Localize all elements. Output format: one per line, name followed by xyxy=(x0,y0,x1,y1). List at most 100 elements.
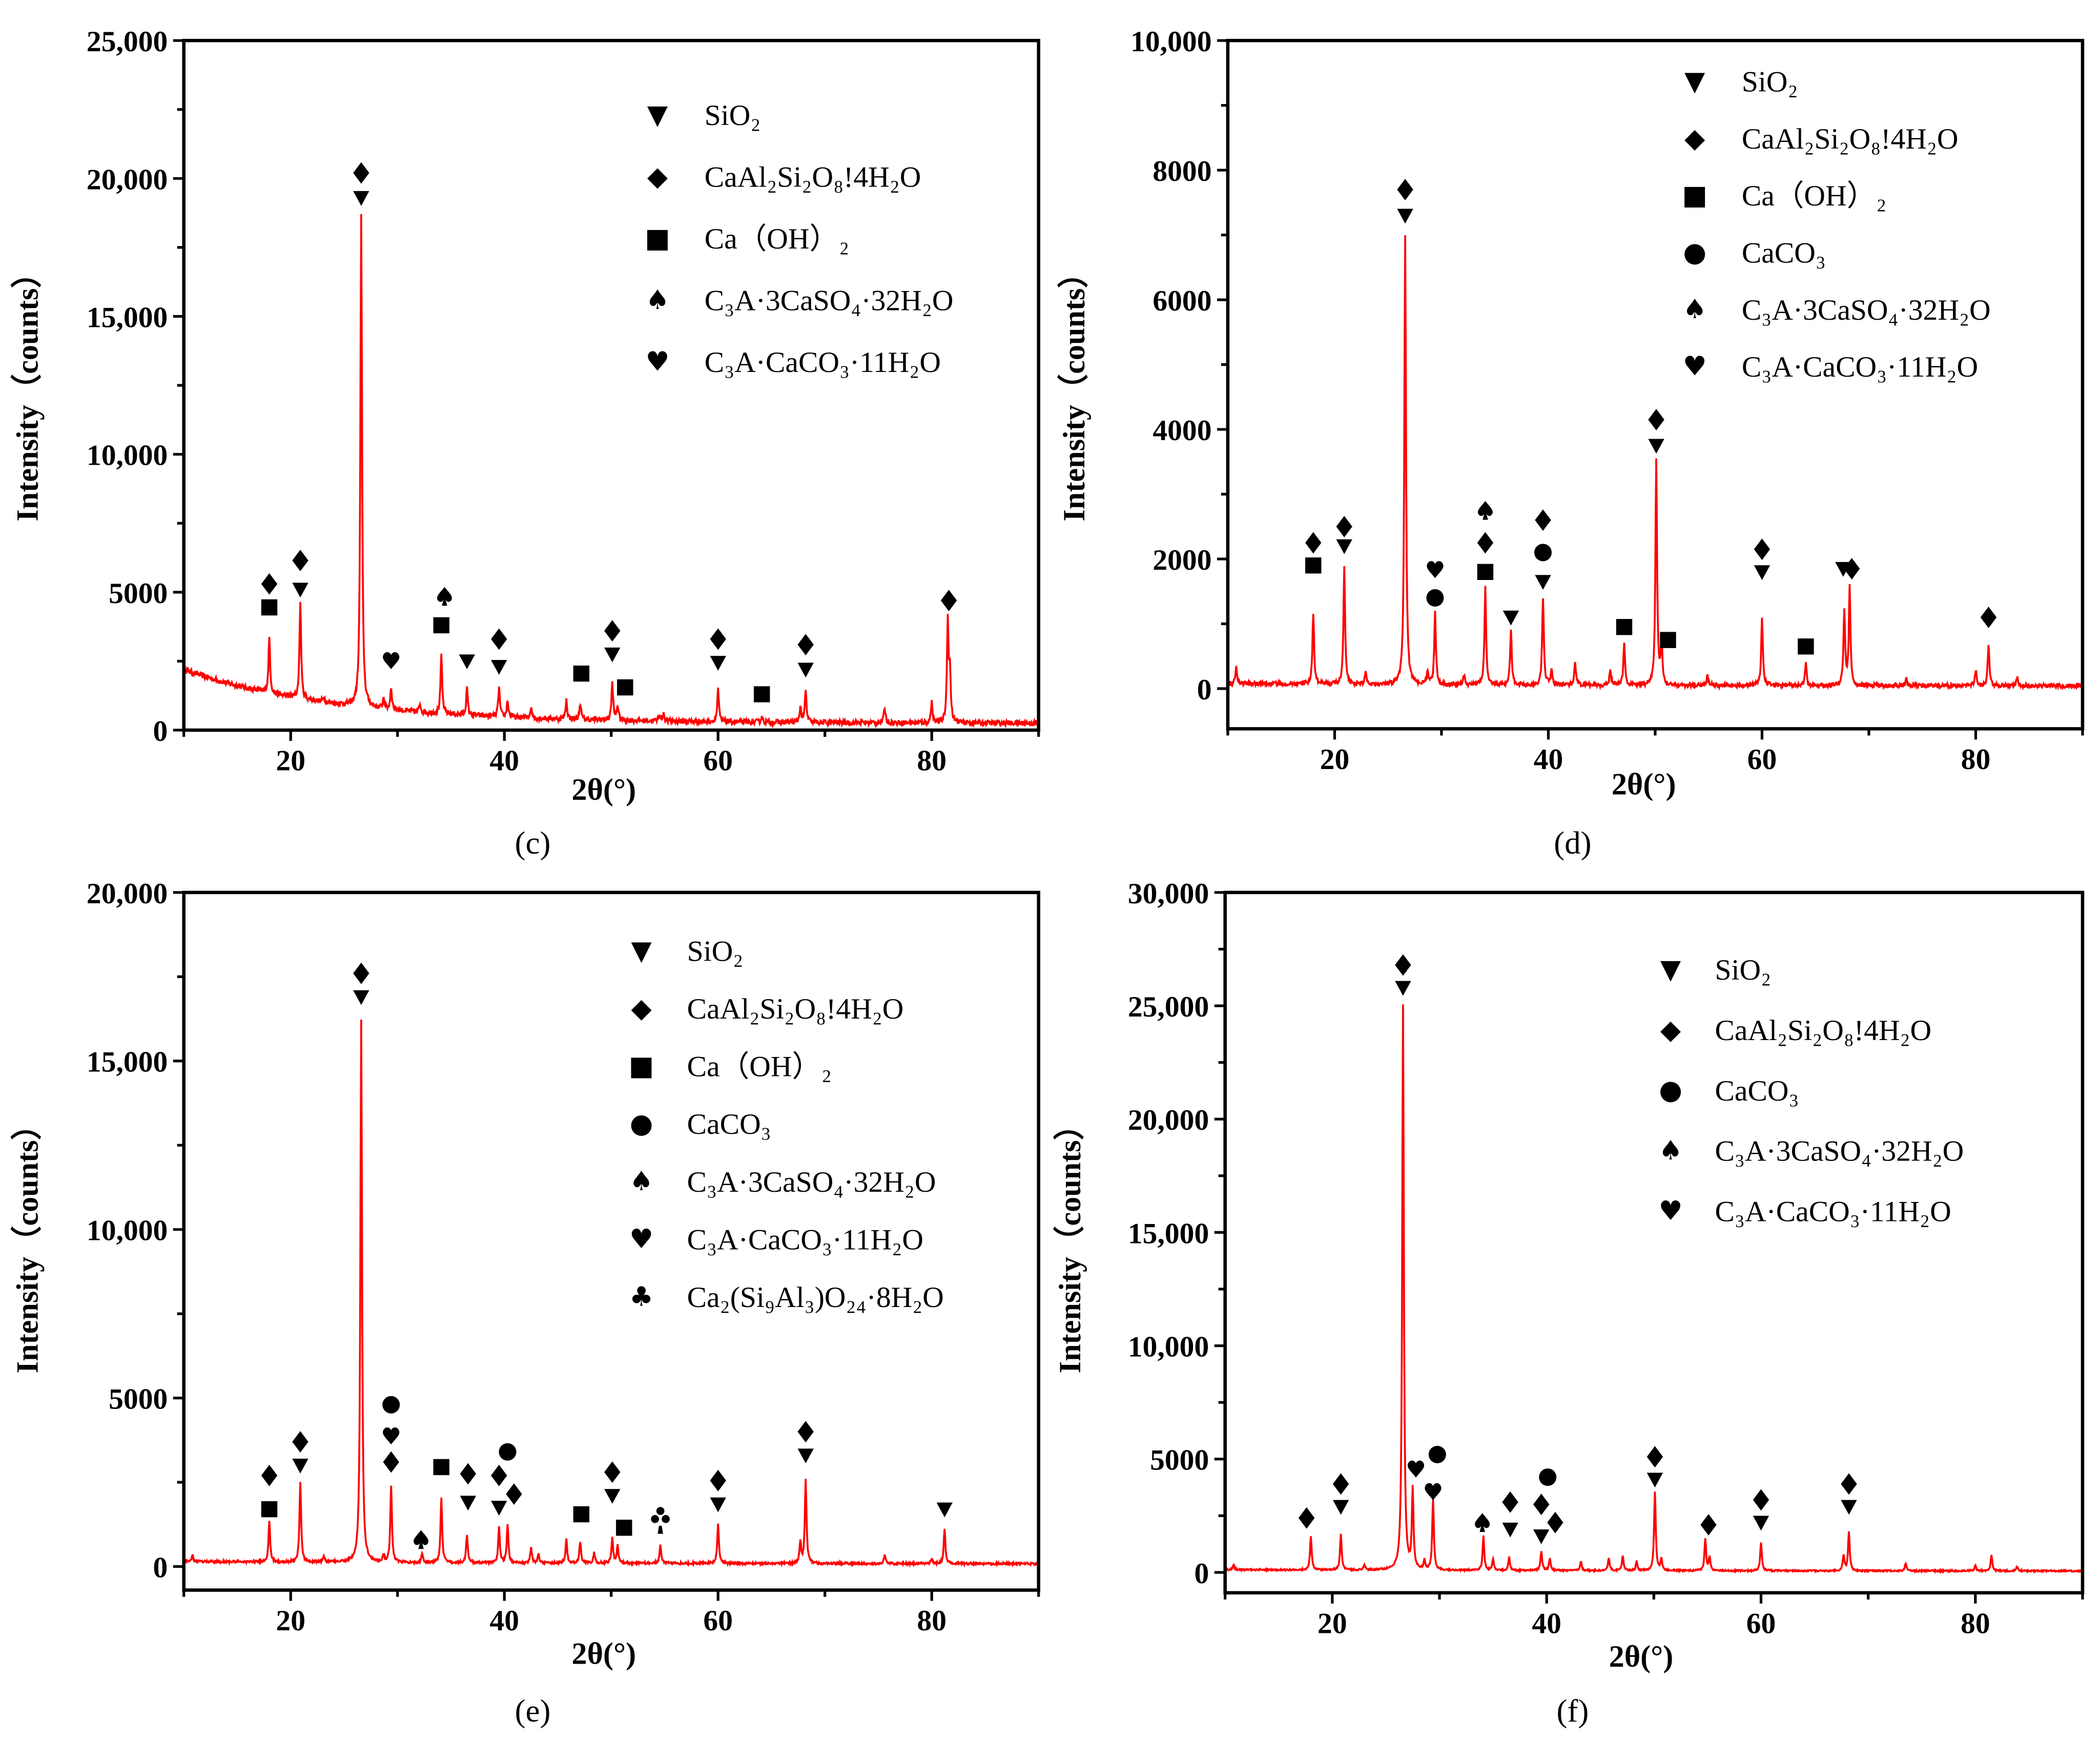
phase-marker-caco3-icon xyxy=(1428,1445,1446,1463)
y-tick-label: 15,000 xyxy=(87,301,168,334)
y-tick-label: 30,000 xyxy=(1128,878,1209,910)
legend-entry-label: CaCO₃ xyxy=(1742,237,1826,269)
y-tick-label: 5000 xyxy=(1150,1444,1209,1477)
panel-label: (f) xyxy=(1557,1693,1589,1729)
phase-marker-anorthite-icon xyxy=(1648,409,1664,431)
legend-entry-label: Ca₂(Si₉Al₃)O₂₄·8H₂O xyxy=(687,1281,944,1314)
phase-marker-caoh2-icon xyxy=(1660,632,1676,648)
x-tick-label: 80 xyxy=(917,745,946,777)
x-tick-label: 80 xyxy=(1961,743,1991,776)
legend-carboaluminate-icon: ♥ xyxy=(1683,350,1707,382)
phase-marker-anorthite-icon xyxy=(1336,515,1352,537)
legend-ettringite-icon: ♠ xyxy=(1683,294,1707,325)
chart-panel-c: 20 40 60 80 0 5000 10,000 15,000 20,000 25,000 2θ(… xyxy=(10,26,1041,861)
legend-entry-label: C₃A·3CaSO₄·32H₂O xyxy=(1715,1135,1964,1168)
xrd-pattern-line xyxy=(183,1020,1040,1568)
legend-anorthite-icon: ◆ xyxy=(631,992,652,1024)
y-axis-label: Intensity（counts） xyxy=(10,257,45,521)
legend: ▼ SiO₂ ◆ CaAl₂Si₂O₈!4H₂O ■ Ca（OH）₂ ♠ C₃A·3CaSO₄… xyxy=(645,99,953,378)
legend-caco3-icon: ● xyxy=(1683,237,1706,268)
legend: ▼ SiO₂ ◆ CaAl₂Si₂O₈!4H₂O ■ Ca（OH）₂ ● CaCO₃ ♠ C₃A·… xyxy=(629,935,944,1314)
phase-marker-anorthite-icon xyxy=(1843,558,1860,579)
panel-label: (d) xyxy=(1554,825,1591,861)
phase-marker-caco3-icon xyxy=(499,1443,517,1461)
legend-entry-label: C₃A·CaCO₃·11H₂O xyxy=(687,1223,923,1256)
phase-marker-carboaluminate-icon xyxy=(1425,1483,1442,1501)
phase-marker-caoh2-icon xyxy=(573,1506,590,1523)
phase-marker-sio2-icon xyxy=(604,1489,621,1504)
phase-marker-anorthite-icon xyxy=(1754,538,1770,560)
chart-panel-d: 20 40 60 80 0 2000 4000 6000 8000 10,000 2θ(°) Inte… xyxy=(1057,26,2085,861)
phase-marker-anorthite-icon xyxy=(710,1469,726,1491)
phase-marker-caco3-icon xyxy=(1539,1468,1557,1486)
phase-marker-anorthite-icon xyxy=(940,590,957,611)
legend-entry-label: CaCO₃ xyxy=(1715,1075,1799,1107)
x-axis-label: 2θ(°) xyxy=(1612,768,1676,802)
x-axis-label: 2θ(°) xyxy=(571,1637,636,1671)
chart-panel-f: 20 40 60 80 0 5000 10,000 15,000 20,000 25,000 30,… xyxy=(1053,878,2085,1729)
legend-caco3-icon: ● xyxy=(630,1108,653,1139)
phase-marker-caoh2-icon xyxy=(754,686,770,702)
legend-anorthite-icon: ◆ xyxy=(647,161,668,192)
y-tick-label: 20,000 xyxy=(1128,1104,1209,1136)
phase-marker-caoh2-icon xyxy=(573,665,590,682)
phase-marker-anorthite-icon xyxy=(1841,1473,1857,1495)
legend-entry-label: Ca（OH）₂ xyxy=(687,1051,832,1083)
phase-marker-caoh2-icon xyxy=(616,1520,632,1536)
xrd-pattern-line xyxy=(1224,1004,2084,1574)
legend-caco3-icon: ● xyxy=(1659,1074,1682,1106)
legend-carboaluminate-icon: ♥ xyxy=(646,346,670,377)
phase-marker-anorthite-icon xyxy=(261,1464,278,1486)
phase-marker-anorthite-icon xyxy=(1753,1489,1769,1511)
legend-carboaluminate-icon: ♥ xyxy=(629,1223,653,1255)
x-tick-label: 80 xyxy=(917,1605,946,1637)
phase-marker-sio2-icon xyxy=(1648,439,1664,454)
xrd-pattern-line xyxy=(1227,235,2083,691)
phase-marker-sio2-icon xyxy=(491,660,507,675)
phase-marker-anorthite-icon xyxy=(1700,1514,1717,1536)
phase-marker-sio2-icon xyxy=(1646,1473,1663,1488)
phase-marker-anorthite-icon xyxy=(1533,1494,1550,1516)
phase-marker-anorthite-icon xyxy=(1332,1473,1349,1495)
y-tick-label: 0 xyxy=(1194,1558,1209,1590)
legend-ettringite-icon: ♠ xyxy=(646,284,670,316)
phase-marker-anorthite-icon xyxy=(460,1463,477,1485)
phase-marker-anorthite-icon xyxy=(1395,954,1411,976)
x-tick-label: 60 xyxy=(1747,743,1777,776)
x-tick-label: 20 xyxy=(276,1605,305,1637)
phase-marker-sio2-icon xyxy=(1336,539,1352,554)
phase-marker-sio2-icon xyxy=(1533,1529,1550,1544)
y-tick-label: 8000 xyxy=(1152,155,1211,188)
phase-marker-anorthite-icon xyxy=(1298,1507,1315,1529)
legend-entry-label: C₃A·3CaSO₄·32H₂O xyxy=(705,284,954,317)
x-tick-label: 40 xyxy=(489,1605,519,1637)
phase-marker-caoh2-icon xyxy=(1616,619,1633,635)
legend-entry-label: C₃A·CaCO₃·11H₂O xyxy=(1742,351,1978,383)
phase-marker-anorthite-icon xyxy=(1477,532,1494,554)
phase-marker-sio2-icon xyxy=(1397,209,1413,224)
phase-marker-anorthite-icon xyxy=(261,573,278,595)
phase-marker-anorthite-icon xyxy=(292,1431,308,1453)
phase-marker-sio2-icon xyxy=(1332,1500,1349,1515)
phase-marker-sio2-icon xyxy=(353,191,369,206)
phase-marker-sio2-icon xyxy=(292,1459,308,1474)
phase-marker-sio2-icon xyxy=(491,1501,507,1516)
x-tick-label: 40 xyxy=(1534,743,1563,776)
y-tick-label: 10,000 xyxy=(1130,26,1211,58)
legend-entry-label: CaAl₂Si₂O₈!4H₂O xyxy=(687,993,904,1025)
legend-sio2-icon: ▼ xyxy=(631,935,652,966)
y-tick-label: 10,000 xyxy=(87,1215,168,1247)
phase-marker-anorthite-icon xyxy=(797,1421,814,1443)
phase-marker-sio2-icon xyxy=(1502,1522,1518,1538)
phase-marker-sio2-icon xyxy=(710,1497,726,1512)
legend-entry-label: CaAl₂Si₂O₈!4H₂O xyxy=(1742,123,1959,155)
phase-marker-ettringite-icon xyxy=(437,587,452,606)
phase-marker-sio2-icon xyxy=(1395,981,1411,996)
legend-entry-label: SiO₂ xyxy=(1742,66,1798,98)
plot-frame xyxy=(1223,890,2085,1595)
legend-entry-label: CaCO₃ xyxy=(687,1108,771,1140)
phase-marker-ettringite-icon xyxy=(414,1530,429,1549)
phase-marker-sio2-icon xyxy=(1841,1500,1857,1515)
phase-marker-anorthite-icon xyxy=(506,1483,522,1505)
